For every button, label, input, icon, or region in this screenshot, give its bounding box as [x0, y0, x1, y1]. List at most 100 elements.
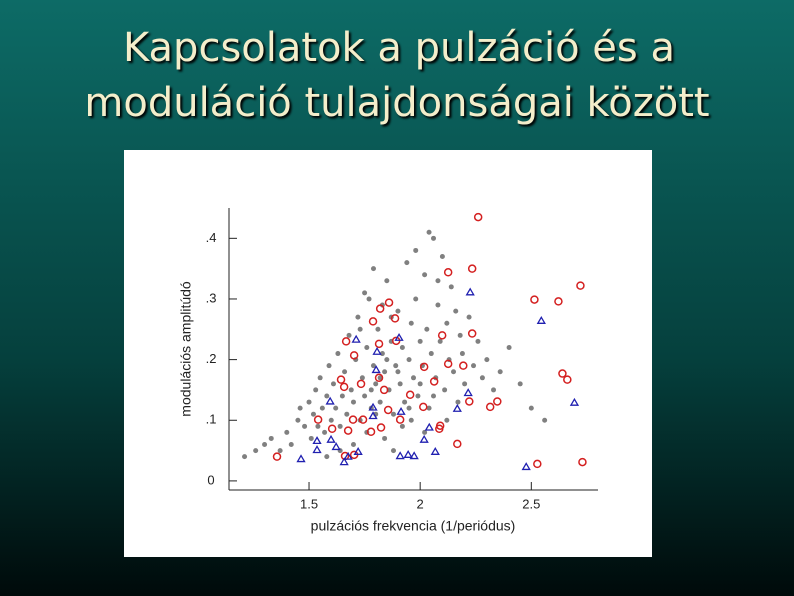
point	[443, 359, 453, 369]
y-tick-label: .4	[206, 230, 217, 245]
point	[426, 229, 432, 235]
point	[569, 397, 580, 406]
slide-title: Kapcsolatok a pulzáció és a	[123, 25, 675, 71]
point	[578, 457, 587, 467]
point	[403, 450, 413, 458]
point	[475, 338, 481, 344]
point	[404, 260, 410, 266]
point	[308, 435, 314, 441]
point	[272, 452, 282, 461]
point	[362, 290, 368, 296]
point	[328, 417, 334, 423]
point	[467, 264, 477, 273]
point	[295, 417, 301, 423]
point	[262, 442, 268, 448]
x-tick-label: 2.5	[522, 496, 540, 511]
point	[362, 393, 368, 399]
point	[384, 278, 390, 284]
point	[395, 415, 405, 424]
point	[442, 387, 448, 393]
point	[374, 373, 384, 383]
point	[466, 314, 472, 320]
point	[459, 361, 468, 370]
point	[430, 447, 440, 455]
point	[364, 344, 370, 350]
point	[439, 254, 445, 260]
point	[399, 344, 405, 350]
point	[315, 423, 321, 429]
point	[349, 351, 359, 360]
point	[343, 426, 353, 435]
point	[393, 363, 399, 369]
point	[405, 390, 415, 400]
point	[325, 396, 335, 405]
point	[383, 405, 393, 415]
slide-title: moduláció tulajdonságai között	[84, 80, 709, 126]
point	[558, 369, 567, 378]
point	[467, 329, 477, 338]
point	[406, 357, 412, 363]
point	[463, 388, 473, 397]
point	[473, 212, 483, 222]
point	[417, 381, 423, 387]
point	[406, 405, 412, 411]
point	[390, 411, 396, 417]
point	[322, 429, 328, 435]
point	[395, 308, 401, 314]
point	[484, 357, 490, 363]
point	[375, 326, 381, 332]
point	[431, 393, 437, 399]
point	[288, 442, 294, 448]
x-axis-label: pulzációs frekvencia (1/periódus)	[311, 518, 516, 534]
point	[377, 399, 383, 405]
point	[284, 429, 290, 435]
point	[348, 387, 354, 393]
point	[424, 326, 430, 332]
y-tick-label: 0	[207, 472, 214, 487]
point	[451, 369, 457, 375]
point	[437, 331, 447, 340]
point	[419, 362, 429, 372]
point	[542, 417, 548, 423]
y-tick-label: .1	[206, 412, 217, 427]
point	[268, 435, 274, 441]
point	[346, 332, 352, 338]
point	[408, 320, 414, 326]
point	[431, 235, 437, 241]
point	[426, 405, 432, 411]
point	[415, 393, 421, 399]
point	[444, 417, 450, 423]
point	[465, 397, 474, 406]
point	[351, 334, 361, 343]
point	[296, 454, 306, 463]
point	[373, 381, 379, 387]
point	[399, 423, 405, 429]
point	[370, 363, 376, 369]
point	[382, 369, 388, 375]
point	[368, 317, 378, 326]
x-tick-label: 2	[417, 496, 424, 511]
point	[344, 411, 350, 417]
point	[313, 387, 319, 393]
point	[396, 406, 406, 415]
point	[390, 314, 400, 323]
point	[485, 402, 495, 412]
y-tick-label: .3	[206, 290, 217, 305]
point	[317, 375, 323, 381]
point	[343, 451, 353, 460]
point	[428, 351, 434, 357]
point	[521, 462, 531, 471]
point	[339, 393, 345, 399]
point	[313, 415, 323, 424]
point	[453, 308, 459, 314]
point	[312, 445, 322, 454]
point	[353, 447, 363, 455]
point	[384, 357, 390, 363]
point	[465, 287, 475, 296]
point	[350, 399, 356, 405]
point	[342, 369, 348, 375]
point	[417, 338, 423, 344]
point	[506, 344, 512, 350]
point	[242, 454, 248, 460]
